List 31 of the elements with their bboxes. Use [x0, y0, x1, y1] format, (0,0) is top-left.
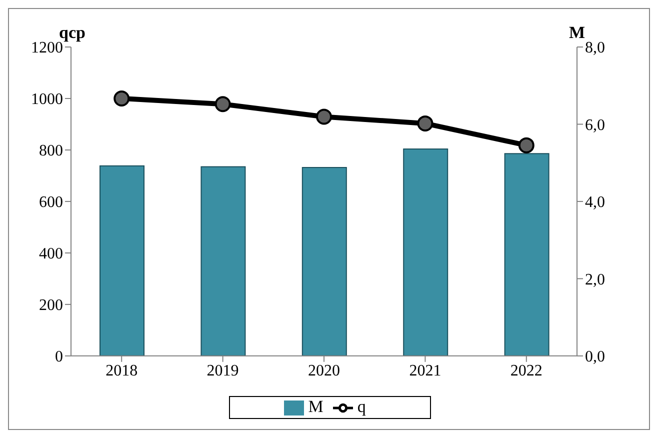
y2-axis-title: M	[568, 23, 585, 43]
bar	[403, 148, 448, 356]
point	[417, 115, 434, 132]
y-tick-label: 600	[39, 194, 63, 212]
y2-tick-label: 2,0	[585, 271, 605, 288]
bar	[302, 166, 347, 356]
x-tick-label: 2022	[510, 362, 542, 380]
x-tick-label: 2019	[206, 362, 239, 380]
y-tick-label: 1000	[31, 91, 63, 108]
y2-tick-label: 8,0	[585, 40, 605, 57]
y2-tick-label: 6,0	[585, 116, 605, 134]
point	[214, 96, 231, 112]
y-axis-title: qcp	[59, 23, 86, 42]
y2-tick-label: 0,0	[585, 348, 605, 366]
x-tick-label: 2020	[308, 362, 340, 380]
bar	[504, 153, 550, 356]
bar	[100, 165, 144, 356]
point	[316, 108, 332, 125]
y-tick-label: 800	[39, 142, 63, 160]
x-tick-label: 2018	[106, 362, 138, 380]
bar	[200, 166, 246, 356]
y-tick-label: 200	[39, 297, 63, 314]
point	[114, 90, 130, 106]
legend-label: M	[308, 396, 324, 416]
point	[518, 137, 534, 154]
y2-tick-label: 4,0	[585, 194, 605, 212]
y-tick-label: 1200	[31, 40, 63, 57]
y-tick-label: 400	[39, 246, 63, 263]
legend-label: q	[357, 396, 366, 416]
x-tick-label: 2021	[409, 362, 442, 380]
y-tick-label: 0	[55, 348, 63, 366]
